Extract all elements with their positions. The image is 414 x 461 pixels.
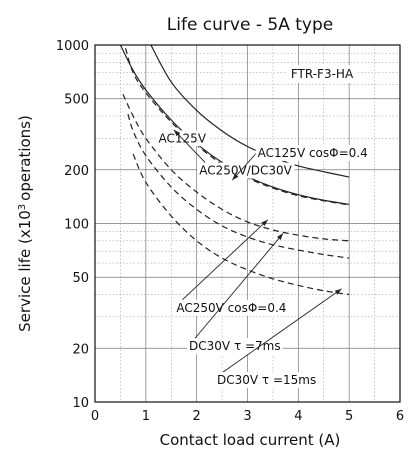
annotation-label-bg (255, 144, 370, 161)
series-line-6 (132, 153, 350, 296)
x-tick-label: 5 (345, 409, 353, 424)
legend-box-rect (286, 65, 358, 83)
plot-frame (94, 44, 401, 403)
series-layer (119, 44, 350, 296)
x-tick-label: 3 (243, 409, 251, 424)
y-tick-label: 500 (64, 93, 89, 108)
y-axis-title-rest: operations) (16, 115, 34, 201)
y-tick-label: 100 (64, 218, 89, 233)
y-axis-title-main: Service life (x10 (16, 210, 34, 332)
annotation-label: AC250V/DC30V (199, 164, 292, 178)
x-axis-title: Contact load current (A) (160, 431, 341, 449)
annotation-leader-line (173, 129, 206, 163)
annotation-arrowhead (277, 233, 284, 240)
y-tick-label: 50 (72, 271, 89, 286)
annotation-label-bg (156, 130, 209, 147)
annotation-leader-line (222, 288, 342, 373)
x-tick-label: 2 (193, 409, 201, 424)
annotation-label-bg (187, 338, 283, 355)
annotation-layer: AC125V AC250V/DC30V AC125V cosΦ=0.4 AC250V … (156, 129, 370, 389)
series-line-1 (150, 44, 350, 178)
series-line-5 (127, 113, 350, 259)
annotation-label: DC30V τ =15ms (217, 373, 316, 387)
y-axis-title: Service life (x103 operations) (16, 115, 34, 332)
y-tick-label: 20 (72, 342, 89, 357)
y-tick-label: 10 (72, 396, 89, 411)
annotation-leader-line (182, 219, 269, 301)
annotation-label-bg (215, 372, 319, 389)
y-tick-label: 200 (64, 164, 89, 179)
chart-title: Life curve - 5A type (167, 15, 333, 35)
y-axis-title-sup: 3 (17, 204, 28, 210)
series-line-4 (122, 93, 350, 242)
annotation-arrowhead (232, 173, 239, 181)
x-tick-labels: 0 1 2 3 4 5 6 (91, 409, 404, 424)
annotation-arrowhead (334, 288, 342, 295)
series-line-2 (119, 44, 350, 205)
annotation-leader-line (194, 233, 284, 339)
annotation-label: AC125V cosΦ=0.4 (258, 146, 368, 160)
annotation-label-bg (174, 299, 289, 316)
x-tick-label: 0 (91, 409, 99, 424)
annotation-arrowhead (261, 219, 268, 226)
x-tick-label: 4 (294, 409, 302, 424)
legend-box-label: FTR-F3-HA (291, 67, 354, 81)
y-tick-labels: 10 20 50 100 200 500 1000 (56, 39, 89, 411)
y-tick-label: 1000 (56, 39, 89, 54)
grid (95, 45, 400, 402)
annotation-label: AC250V cosΦ=0.4 (176, 301, 286, 315)
annotation-label-bg (197, 162, 295, 179)
legend-box: FTR-F3-HA (286, 65, 358, 83)
x-tick-label: 6 (396, 409, 404, 424)
annotation-label: DC30V τ =7ms (189, 339, 281, 353)
x-tick-label: 1 (142, 409, 150, 424)
annotation-arrowhead (173, 129, 181, 137)
annotation-label: AC125V (159, 131, 207, 145)
